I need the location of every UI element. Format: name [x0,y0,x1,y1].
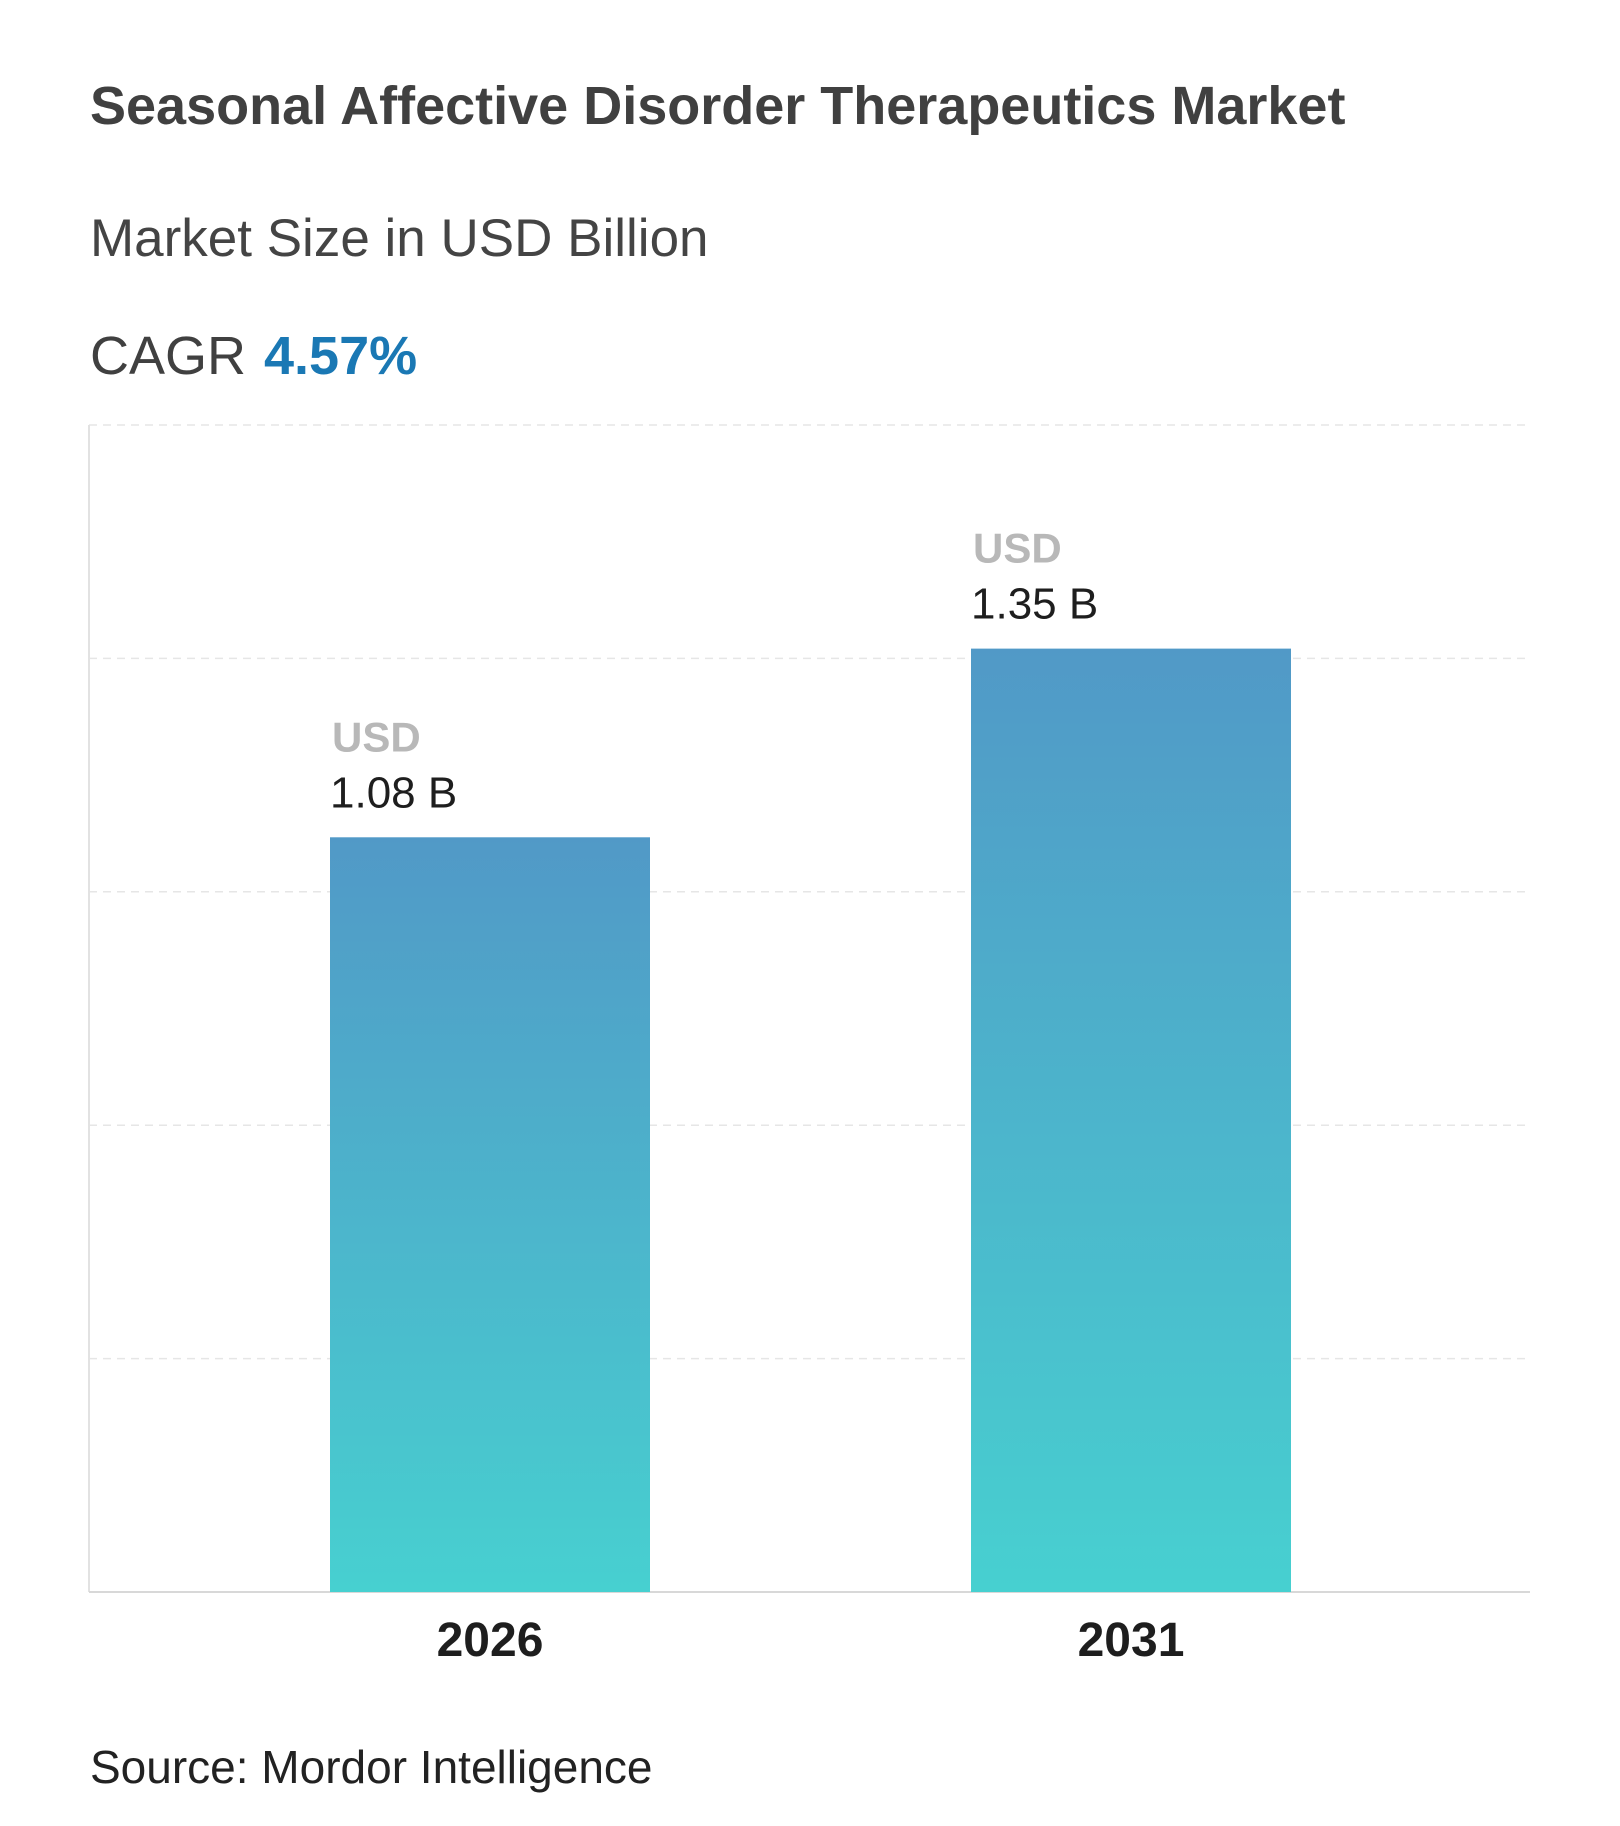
source-note: Source: Mordor Intelligence [90,1741,653,1793]
cagr-value: 4.57% [264,326,418,386]
data-label-unit: USD [973,525,1062,572]
x-tick-label: 2026 [437,1614,544,1667]
bar-2031 [971,648,1291,1592]
data-label-value: 1.35 B [971,580,1098,629]
chart-title: Seasonal Affective Disorder Therapeutics… [90,76,1346,136]
cagr: CAGR 4.57% [90,325,417,387]
cagr-label: CAGR [90,326,247,386]
data-label-unit: USD [332,713,421,760]
bar-2026 [330,837,650,1592]
chart-subtitle: Market Size in USD Billion [90,209,709,268]
data-label-value: 1.08 B [330,768,457,817]
x-tick-label: 2031 [1078,1614,1185,1667]
